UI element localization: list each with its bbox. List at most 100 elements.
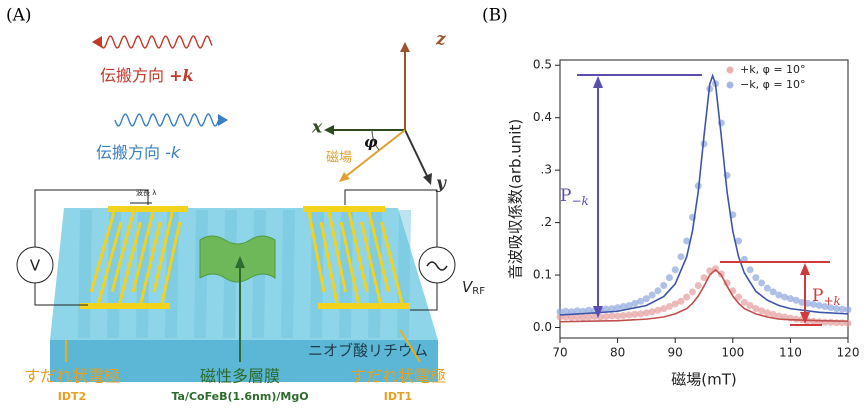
data-point	[809, 300, 817, 308]
data-point	[665, 274, 673, 282]
arrowhead	[423, 173, 432, 185]
data-point	[832, 305, 840, 313]
finger	[359, 221, 382, 304]
axis-label: x	[311, 118, 323, 138]
data-point	[602, 305, 610, 313]
arrowhead	[235, 256, 245, 268]
wavelength-label: 波長 λ	[136, 188, 156, 197]
film-stack: Ta/CoFeB(1.6nm)/MgO	[171, 390, 308, 403]
data-point	[688, 288, 696, 296]
legend-marker	[726, 81, 734, 89]
legend-label: −k, φ = 10°	[740, 78, 806, 91]
panel-label: (A)	[6, 6, 32, 26]
fit-line	[559, 268, 849, 323]
data-point	[573, 313, 581, 321]
finger	[347, 211, 369, 293]
finger	[307, 211, 326, 293]
data-point	[608, 312, 616, 320]
finger	[327, 211, 347, 293]
data-point	[775, 312, 783, 320]
source-label: VRF	[462, 278, 485, 298]
electrodes	[80, 206, 410, 309]
data-point	[625, 311, 633, 319]
data-point	[844, 306, 852, 314]
finger	[97, 221, 123, 304]
data-point	[642, 309, 650, 317]
data-point	[619, 303, 627, 311]
data-point	[619, 311, 627, 319]
axis-y	[404, 129, 429, 179]
data-point	[660, 305, 668, 313]
x-tick-label: 90	[668, 346, 683, 360]
data-point	[608, 305, 616, 313]
data-point	[671, 300, 679, 308]
finger	[110, 211, 135, 293]
data-point	[625, 301, 633, 309]
magnetic-film	[199, 235, 276, 283]
arrowhead	[800, 263, 810, 275]
data-point	[775, 291, 783, 299]
bus-bar	[108, 206, 188, 212]
panel-label: (B)	[482, 6, 508, 26]
axis-label: y	[435, 174, 447, 194]
finger	[367, 211, 390, 293]
annotation-main: P	[560, 186, 571, 206]
film-label: 磁性多層膜	[200, 367, 280, 386]
y-tick-label: 0.4	[533, 110, 552, 124]
finger	[152, 211, 174, 293]
voltmeter	[16, 246, 54, 284]
data-point	[683, 293, 691, 301]
field-label: 磁場	[326, 151, 352, 166]
annotation: P+k	[812, 286, 841, 308]
annotation: P−k	[560, 186, 589, 208]
finger	[160, 221, 182, 304]
wire	[34, 283, 88, 306]
data-point	[631, 310, 639, 318]
electrode-label: すだれ状電極	[24, 367, 120, 386]
wave-label: 伝搬方向 -k	[96, 143, 181, 162]
bus-bar	[80, 303, 170, 309]
bus-bar	[303, 206, 385, 212]
x-tick-label: 80	[610, 346, 625, 360]
data-point	[758, 279, 766, 287]
panel-b: (B) 70 80 90 100 110 120 0.0 0.1 .2 .3 0.4 0.5 磁場(mT…	[482, 6, 859, 389]
data-point	[786, 295, 794, 303]
annotation-main: P	[812, 286, 823, 306]
saw-band	[281, 210, 295, 338]
data-point	[815, 301, 823, 309]
data-point	[746, 301, 754, 309]
data-point	[556, 308, 564, 316]
data-point	[735, 237, 743, 245]
saw-band	[397, 210, 411, 338]
data-point	[602, 312, 610, 320]
y-tick-label: 0.5	[533, 58, 552, 72]
data-point	[614, 312, 622, 320]
data-point	[585, 313, 593, 321]
saw-band	[78, 210, 92, 338]
wave	[114, 113, 221, 127]
x-tick-label: 120	[837, 346, 860, 360]
legend-marker	[726, 66, 734, 74]
data-point	[671, 266, 679, 274]
substrate-label: ニオブ酸リチウム	[308, 342, 428, 360]
data-point	[769, 310, 777, 318]
data-point	[763, 284, 771, 292]
fit-line	[559, 73, 849, 316]
arrowhead	[339, 172, 350, 182]
arrowhead	[400, 42, 410, 52]
data-point	[781, 293, 789, 301]
finger	[139, 221, 162, 304]
x-axis-title: 磁場(mT)	[671, 371, 736, 389]
wire	[34, 189, 149, 247]
data-point	[614, 304, 622, 312]
annotation-sub: +k	[823, 294, 840, 308]
data-point	[648, 291, 656, 299]
data-point	[827, 304, 835, 312]
voltmeter-label: V	[30, 257, 41, 275]
plot-frame	[559, 59, 849, 339]
arrowhead	[324, 125, 334, 135]
data-point	[648, 308, 656, 316]
data-point	[769, 288, 777, 296]
electrode-label: すだれ状電極	[350, 367, 446, 386]
y-tick-label: .2	[541, 215, 552, 229]
